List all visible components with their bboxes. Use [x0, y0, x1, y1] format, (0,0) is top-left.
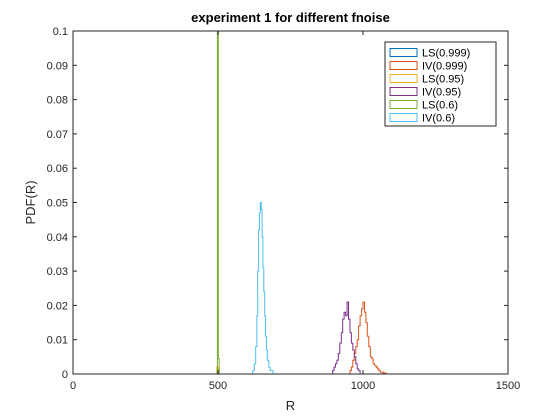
y-tick-label: 0.05: [47, 198, 68, 210]
y-tick-label: 0.04: [47, 232, 68, 244]
legend: LS(0.999)IV(0.999)LS(0.95)IV(0.95)LS(0.6…: [384, 41, 497, 127]
legend-label: LS(0.999): [422, 48, 470, 60]
legend-swatch: [389, 113, 418, 122]
y-axis-label: PDF(R): [23, 180, 38, 224]
legend-swatch: [389, 61, 418, 70]
legend-swatch: [389, 48, 418, 57]
x-tick-label: 500: [209, 380, 227, 392]
y-tick-label: 0.08: [47, 95, 68, 107]
legend-label: IV(0.6): [422, 113, 455, 125]
legend-label: IV(0.999): [422, 61, 467, 73]
series-line-5: [251, 202, 274, 375]
legend-label: IV(0.95): [422, 87, 461, 99]
legend-swatch: [389, 74, 418, 83]
y-tick-label: 0.06: [47, 163, 68, 175]
x-tick-label: 1000: [351, 380, 375, 392]
y-tick-label: 0.01: [47, 335, 68, 347]
y-axis: 0 0.01 0.02 0.03 0.04 0.05 0.06 0.07 0.08 0.09 0.1: [47, 26, 508, 381]
x-tick-label: 1500: [496, 380, 520, 392]
y-tick-label: 0: [62, 369, 68, 381]
y-tick-label: 0.07: [47, 129, 68, 141]
y-tick-label: 0.1: [53, 26, 68, 38]
series-line-3: [331, 301, 361, 375]
y-tick-label: 0.02: [47, 300, 68, 312]
x-axis: 0 500 1000 1500: [70, 31, 520, 392]
y-tick-label: 0.03: [47, 266, 68, 278]
legend-swatch: [389, 100, 418, 109]
legend-label: LS(0.6): [422, 100, 458, 112]
x-axis-label: R: [286, 398, 295, 413]
legend-label: LS(0.95): [422, 74, 464, 86]
y-tick-label: 0.09: [47, 60, 68, 72]
legend-swatch: [389, 87, 418, 96]
chart-title: experiment 1 for different fnoise: [191, 10, 390, 25]
x-tick-label: 0: [70, 380, 76, 392]
